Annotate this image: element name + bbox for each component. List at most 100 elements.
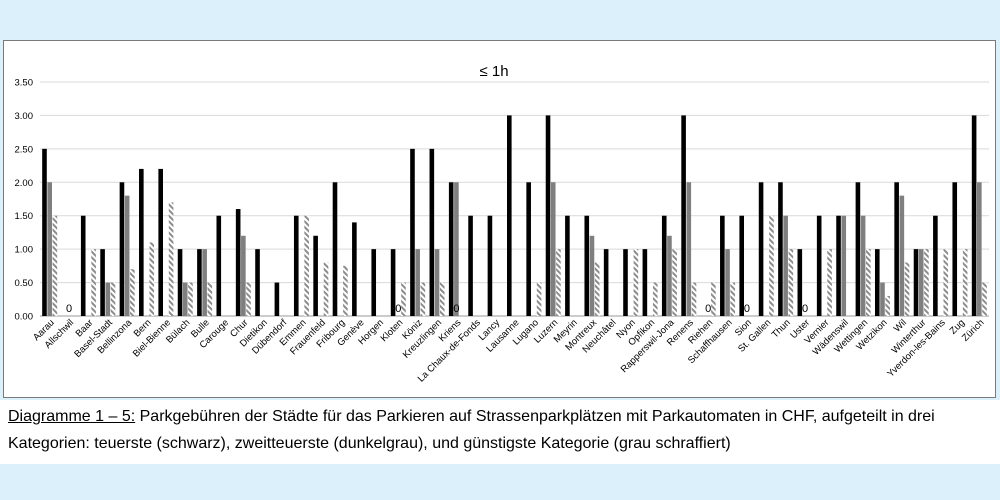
- bar-guenstigste: [885, 295, 890, 316]
- bar-zweitteuerste: [841, 215, 847, 316]
- bar-zweitteuerste: [899, 195, 905, 316]
- bar-zweitteuerste: [182, 282, 188, 316]
- bar-teuerste: [739, 215, 745, 316]
- bar-teuerste: [139, 168, 144, 316]
- bar-teuerste: [429, 148, 435, 316]
- bar-zweitteuerste: [202, 249, 207, 316]
- bar-zweitteuerste: [880, 282, 885, 316]
- bar-teuerste: [661, 215, 667, 316]
- bar-teuerste: [642, 249, 648, 316]
- bar-zweitteuerste: [124, 195, 130, 316]
- bar-teuerste: [971, 115, 977, 316]
- bar-zweitteuerste: [977, 182, 982, 316]
- bar-teuerste: [313, 235, 318, 316]
- bar-guenstigste: [633, 249, 639, 316]
- bar-zweitteuerste: [47, 182, 52, 316]
- x-tick-label: Zürich: [960, 317, 986, 343]
- bar-guenstigste: [420, 282, 426, 316]
- y-tick-label: 0.50: [15, 278, 34, 289]
- bar-guenstigste: [691, 282, 697, 316]
- zero-label: 0: [395, 303, 401, 315]
- bar-guenstigste: [904, 262, 910, 316]
- bar-teuerste: [197, 249, 202, 316]
- zero-label: 0: [802, 303, 808, 315]
- x-tick-label: Kloten: [379, 317, 406, 344]
- y-tick-label: 0.00: [15, 312, 34, 323]
- x-tick-label: Thun: [770, 317, 793, 340]
- bar-guenstigste: [556, 249, 561, 316]
- bar-teuerste: [778, 182, 783, 316]
- bar-teuerste: [603, 249, 609, 316]
- bar-teuerste: [352, 222, 357, 316]
- bar-guenstigste: [827, 249, 832, 316]
- y-tick-label: 1.00: [15, 245, 34, 256]
- bar-guenstigste: [401, 282, 406, 316]
- bar-teuerste: [468, 215, 473, 316]
- bar-teuerste: [293, 215, 299, 316]
- bar-teuerste: [836, 215, 841, 316]
- bar-guenstigste: [962, 249, 968, 316]
- y-axis: 0.00 0.50 1.00 1.50 2.00 2.50 3.00 3.50: [15, 78, 34, 323]
- bar-guenstigste: [788, 249, 794, 316]
- bar-guenstigste: [652, 282, 658, 316]
- y-tick-label: 2.50: [15, 144, 34, 155]
- bar-teuerste: [390, 249, 396, 316]
- bar-guenstigste: [536, 282, 542, 316]
- bar-zweitteuerste: [589, 235, 595, 316]
- bar-teuerste: [526, 182, 531, 316]
- bar-zweitteuerste: [783, 215, 788, 316]
- y-tick-label: 2.00: [15, 178, 34, 189]
- y-tick-label: 1.50: [15, 211, 34, 222]
- bar-zweitteuerste: [550, 182, 556, 316]
- bar-guenstigste: [52, 215, 58, 316]
- bar-guenstigste: [91, 249, 96, 316]
- bar-teuerste: [80, 215, 86, 316]
- bar-teuerste: [933, 215, 938, 316]
- bar-teuerste: [487, 215, 493, 316]
- bar-guenstigste: [188, 282, 193, 316]
- bar-zweitteuerste: [105, 282, 111, 316]
- caption-text: Parkgebühren der Städte für das Parkiere…: [8, 408, 935, 452]
- bar-teuerste: [371, 249, 377, 316]
- zero-label: 0: [705, 303, 711, 315]
- zero-label: 0: [744, 303, 750, 315]
- bar-teuerste: [720, 215, 725, 316]
- bar-zweitteuerste: [454, 182, 459, 316]
- bar-teuerste: [913, 249, 919, 316]
- bar-guenstigste: [594, 262, 600, 316]
- bar-guenstigste: [924, 249, 929, 316]
- bar-guenstigste: [304, 215, 309, 316]
- bar-teuerste: [623, 249, 628, 316]
- bar-teuerste: [448, 182, 454, 316]
- bars: [42, 115, 987, 316]
- bar-guenstigste: [246, 282, 251, 316]
- bar-teuerste: [410, 148, 415, 316]
- bar-zweitteuerste: [434, 249, 440, 316]
- bar-guenstigste: [439, 282, 445, 316]
- chart-title: ≤ 1h: [479, 63, 508, 80]
- bar-teuerste: [42, 148, 47, 316]
- bar-teuerste: [855, 182, 861, 316]
- zero-label: 0: [66, 303, 72, 315]
- zero-annotations: 0 0 0 0 0 0: [66, 303, 808, 315]
- bar-guenstigste: [207, 282, 213, 316]
- bar-teuerste: [681, 115, 686, 316]
- x-axis-labels: AarauAllschwilBaarBasel-StadtBellinzonaB…: [31, 317, 986, 385]
- bar-zweitteuerste: [415, 249, 420, 316]
- bar-guenstigste: [711, 282, 716, 316]
- bar-teuerste: [100, 249, 105, 316]
- bar-teuerste: [507, 115, 512, 316]
- bar-teuerste: [119, 182, 125, 316]
- bar-teuerste: [216, 215, 222, 316]
- bar-zweitteuerste: [860, 215, 866, 316]
- bar-teuerste: [874, 249, 880, 316]
- bar-zweitteuerste: [918, 249, 924, 316]
- bar-teuerste: [545, 115, 551, 316]
- bar-zweitteuerste: [667, 235, 672, 316]
- y-tick-label: 3.50: [15, 78, 34, 89]
- y-tick-label: 3.00: [15, 111, 34, 122]
- bar-teuerste: [235, 209, 241, 316]
- bar-teuerste: [797, 249, 803, 316]
- figure-caption: Diagramme 1 – 5: Parkgebühren der Städte…: [0, 400, 1000, 464]
- bar-teuerste: [274, 282, 280, 316]
